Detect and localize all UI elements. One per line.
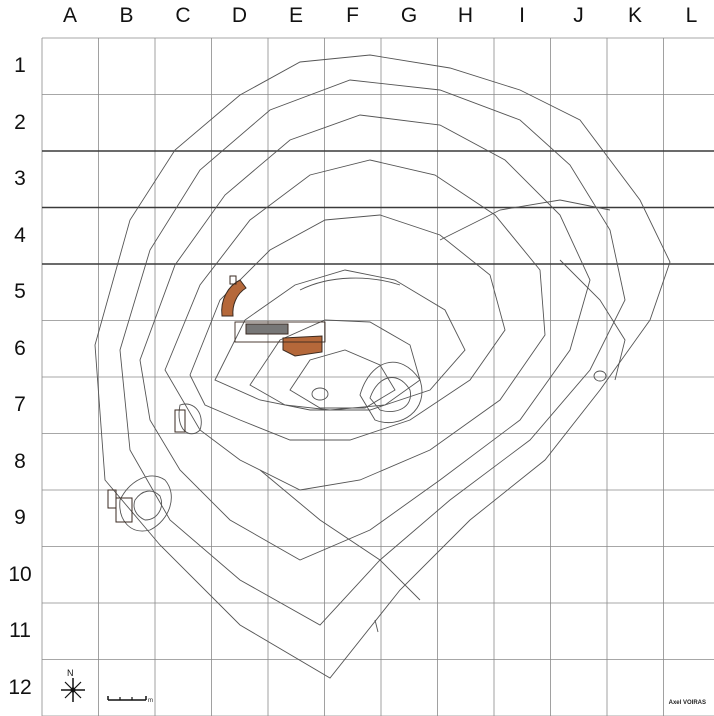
contour-line — [164, 159, 546, 491]
column-label-f: F — [346, 4, 359, 27]
contour-line — [439, 199, 611, 241]
contour-line — [214, 269, 466, 411]
column-label-a: A — [62, 4, 77, 27]
contour-line — [559, 259, 626, 381]
row-label-9: 9 — [14, 506, 26, 529]
contour-line — [593, 370, 607, 382]
row-label-8: 8 — [14, 449, 26, 473]
column-label-e: E — [288, 4, 303, 27]
ruins-north — [221, 279, 247, 317]
row-label-5: 5 — [14, 280, 26, 303]
north-arrow — [61, 678, 85, 702]
column-label-h: H — [457, 4, 474, 27]
contour-line — [139, 114, 591, 561]
column-label-c: C — [175, 4, 191, 27]
column-label-k: K — [627, 4, 642, 27]
column-label-i: I — [519, 4, 525, 27]
building-west — [174, 409, 186, 433]
row-label-2: 2 — [14, 110, 26, 134]
row-label-3: 3 — [14, 167, 26, 190]
contour-line — [119, 475, 172, 532]
building-tower — [229, 275, 237, 285]
column-label-l: L — [685, 4, 698, 27]
credit-label: Axel VOIRAS — [668, 700, 706, 706]
site-outline — [94, 54, 671, 679]
scale-bar — [107, 696, 147, 701]
contour-line — [289, 349, 396, 409]
column-label-b: B — [119, 4, 134, 27]
scale-label: m — [148, 698, 153, 704]
contour-line — [189, 214, 506, 441]
contour-line — [178, 403, 202, 435]
building-southwest — [107, 489, 117, 509]
summit-contour — [311, 387, 329, 401]
contour-line — [299, 277, 401, 291]
row-label-1: 1 — [14, 54, 26, 77]
row-label-6: 6 — [14, 336, 26, 360]
building-southwest-annex — [115, 497, 133, 523]
contour-line — [374, 619, 379, 633]
contour-line — [133, 490, 162, 521]
row-label-10: 10 — [8, 562, 32, 586]
row-label-12: 12 — [8, 675, 32, 699]
contour-line — [369, 377, 411, 412]
contour-line — [359, 361, 423, 424]
column-label-g: G — [400, 4, 418, 27]
map-grid — [41, 37, 714, 716]
north-label: N — [67, 668, 74, 678]
contour-line — [119, 79, 626, 626]
enclosure — [234, 321, 326, 343]
ruins-group — [107, 275, 326, 523]
building-wing — [245, 323, 289, 335]
column-label-d: D — [231, 4, 248, 27]
row-label-7: 7 — [14, 393, 26, 416]
column-label-j: J — [573, 4, 584, 27]
contour-line — [249, 319, 421, 411]
row-label-11: 11 — [9, 619, 31, 642]
row-label-4: 4 — [14, 223, 26, 247]
contour-line — [259, 469, 421, 601]
ruins-east — [282, 335, 323, 357]
contour-lines — [94, 54, 671, 679]
